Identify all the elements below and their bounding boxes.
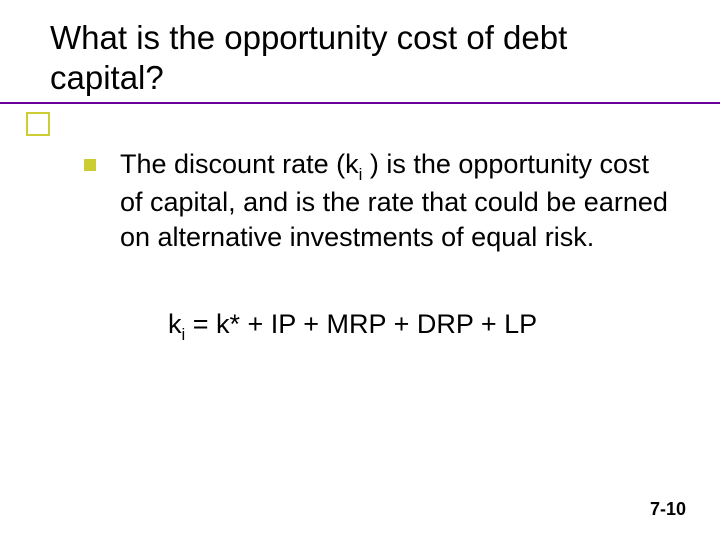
formula: ki = k* + IP + MRP + DRP + LP xyxy=(168,309,670,344)
body-var-subscript: i xyxy=(359,165,363,184)
body-text-part1: The discount rate (k xyxy=(120,149,359,179)
title-area: What is the opportunity cost of debt cap… xyxy=(50,18,670,99)
slide: What is the opportunity cost of debt cap… xyxy=(0,0,720,540)
formula-lhs-base: k xyxy=(168,309,182,339)
formula-rhs: = k* + IP + MRP + DRP + LP xyxy=(185,309,537,339)
body-text: The discount rate (ki ) is the opportuni… xyxy=(120,147,670,255)
bullet-square-icon xyxy=(84,159,96,171)
formula-row: ki = k* + IP + MRP + DRP + LP xyxy=(84,309,670,344)
accent-square xyxy=(26,112,50,136)
title-underline xyxy=(0,102,720,104)
body-area: The discount rate (ki ) is the opportuni… xyxy=(50,147,670,345)
slide-title: What is the opportunity cost of debt cap… xyxy=(50,18,670,99)
bullet-item: The discount rate (ki ) is the opportuni… xyxy=(84,147,670,255)
formula-lhs-sub: i xyxy=(182,325,186,344)
page-number: 7-10 xyxy=(650,499,686,520)
